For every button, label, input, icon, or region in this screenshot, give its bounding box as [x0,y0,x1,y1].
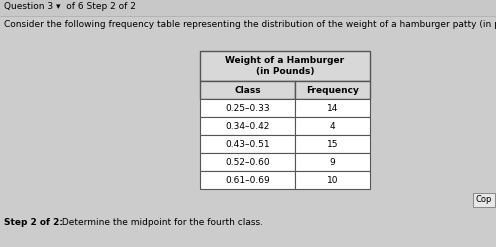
Text: 4: 4 [330,122,335,130]
Bar [200,51,370,81]
Text: 0.61–0.69: 0.61–0.69 [225,176,270,185]
Text: Consider the following frequency table representing the distribution of the weig: Consider the following frequency table r… [4,20,496,29]
Text: 9: 9 [330,158,335,166]
Text: 0.52–0.60: 0.52–0.60 [225,158,270,166]
Text: 10: 10 [327,176,338,185]
Bar [295,81,370,99]
Text: 0.43–0.51: 0.43–0.51 [225,140,270,148]
Bar [0,0,496,16]
Bar [200,99,295,117]
Bar [200,81,295,99]
Text: Step 2 of 2:: Step 2 of 2: [4,218,63,227]
Text: Weight of a Hamburger
(in Pounds): Weight of a Hamburger (in Pounds) [226,56,345,76]
Text: Class: Class [234,85,261,95]
Bar [200,171,295,189]
Bar [200,117,295,135]
Text: Determine the midpoint for the fourth class.: Determine the midpoint for the fourth cl… [59,218,263,227]
Bar [295,171,370,189]
Text: Frequency: Frequency [306,85,359,95]
Text: 15: 15 [327,140,338,148]
Text: 0.25–0.33: 0.25–0.33 [225,103,270,112]
Text: 0.34–0.42: 0.34–0.42 [225,122,270,130]
Bar [295,135,370,153]
Bar [295,153,370,171]
Bar [295,117,370,135]
Text: 14: 14 [327,103,338,112]
Bar [295,99,370,117]
Bar [200,135,295,153]
Text: Cop: Cop [476,195,492,204]
Text: Question 3 ▾  of 6 Step 2 of 2: Question 3 ▾ of 6 Step 2 of 2 [4,2,136,11]
Bar [200,153,295,171]
